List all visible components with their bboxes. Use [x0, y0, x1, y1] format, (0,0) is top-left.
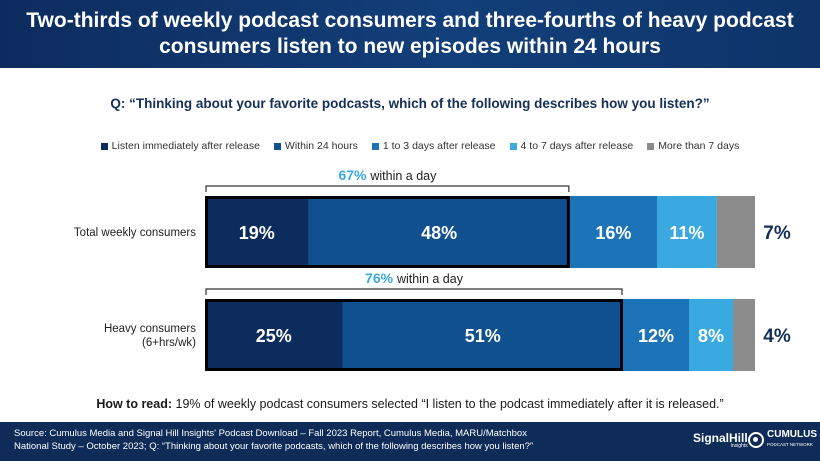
legend-label: Within 24 hours — [284, 140, 358, 152]
cumulus-logo-text: CUMULUS — [767, 429, 817, 440]
category-label: Total weekly consumers — [74, 227, 196, 239]
signal-hill-logo: SignalHill Insights — [693, 431, 748, 449]
footer-bar: Source: Cumulus Media and Signal Hill In… — [0, 422, 820, 461]
bar-segment — [733, 299, 755, 371]
data-label: 25% — [256, 326, 292, 346]
source-note: Source: Cumulus Media and Signal Hill In… — [14, 427, 674, 453]
legend-swatch — [647, 142, 655, 150]
legend-item-4-to-7-days: 4 to 7 days after release — [509, 140, 634, 152]
legend-item-1-to-3-days: 1 to 3 days after release — [371, 140, 496, 152]
category-label-line: (6+hrs/wk) — [142, 337, 196, 349]
source-line-1: Source: Cumulus Media and Signal Hill In… — [14, 428, 527, 439]
legend-label: 4 to 7 days after release — [520, 140, 634, 152]
bar-segment — [716, 196, 755, 268]
cumulus-logo-icon — [748, 432, 764, 448]
annotation-percent: 76% — [365, 270, 397, 286]
how-to-read-text: 19% of weekly podcast consumers selected… — [172, 397, 724, 411]
data-label: 4% — [763, 326, 791, 347]
category-label: Heavy consumers (6+hrs/wk) — [104, 323, 196, 349]
data-label: 19% — [239, 223, 275, 243]
within-a-day-outline — [205, 299, 623, 371]
survey-question: Q: “Thinking about your favorite podcast… — [110, 96, 710, 111]
legend-swatch — [371, 142, 379, 150]
cumulus-logo-sub: PODCAST NETWORK — [767, 442, 813, 447]
legend-swatch — [273, 142, 281, 150]
legend-label: More than 7 days — [658, 140, 740, 152]
bar-segment — [656, 196, 717, 268]
bar-segment — [308, 196, 570, 268]
annotation: 67% within a day — [338, 167, 437, 183]
legend-swatch — [100, 142, 108, 150]
bar-segment — [569, 196, 657, 268]
legend-label: 1 to 3 days after release — [382, 140, 496, 152]
bar-segment — [205, 299, 343, 371]
data-label: 48% — [421, 223, 457, 243]
bracket-line — [205, 288, 623, 295]
category-label-line: Heavy consumers — [104, 323, 196, 335]
cumulus-logo: CUMULUS PODCAST NETWORK — [748, 430, 817, 450]
data-label: 51% — [465, 326, 501, 346]
chart-legend: Listen immediately after release Within … — [30, 140, 810, 152]
category-label-line: Total weekly consumers — [74, 227, 196, 239]
annotation: 76% within a day — [365, 270, 464, 286]
bar-segment — [623, 299, 689, 371]
legend-label: Listen immediately after release — [111, 140, 260, 152]
bar-segment — [205, 196, 309, 268]
annotation-text: within a day — [396, 272, 464, 286]
legend-item-immediately: Listen immediately after release — [100, 140, 260, 152]
data-label: 8% — [698, 326, 724, 346]
signal-hill-logo-text: SignalHill — [693, 431, 748, 445]
annotation-percent: 67% — [338, 167, 370, 183]
legend-item-more-than-7-days: More than 7 days — [647, 140, 739, 152]
bar-segment — [689, 299, 733, 371]
title-banner: Two-thirds of weekly podcast consumers a… — [0, 0, 820, 68]
source-line-2: National Study – October 2023; Q: “Think… — [14, 441, 534, 452]
page-title: Two-thirds of weekly podcast consumers a… — [26, 9, 794, 58]
bar-segment — [342, 299, 623, 371]
how-to-read-note: How to read: 19% of weekly podcast consu… — [0, 397, 820, 411]
data-label: 7% — [763, 223, 791, 244]
signal-hill-logo-sub: Insights — [730, 443, 748, 449]
legend-swatch — [509, 142, 517, 150]
annotation-text: within a day — [369, 169, 437, 183]
legend-item-within-24-hours: Within 24 hours — [273, 140, 358, 152]
data-label: 12% — [638, 326, 674, 346]
data-label: 11% — [669, 223, 704, 243]
data-label: 16% — [595, 223, 631, 243]
within-a-day-outline — [205, 196, 570, 268]
how-to-read-label: How to read: — [96, 397, 173, 411]
bracket-line — [205, 185, 570, 192]
